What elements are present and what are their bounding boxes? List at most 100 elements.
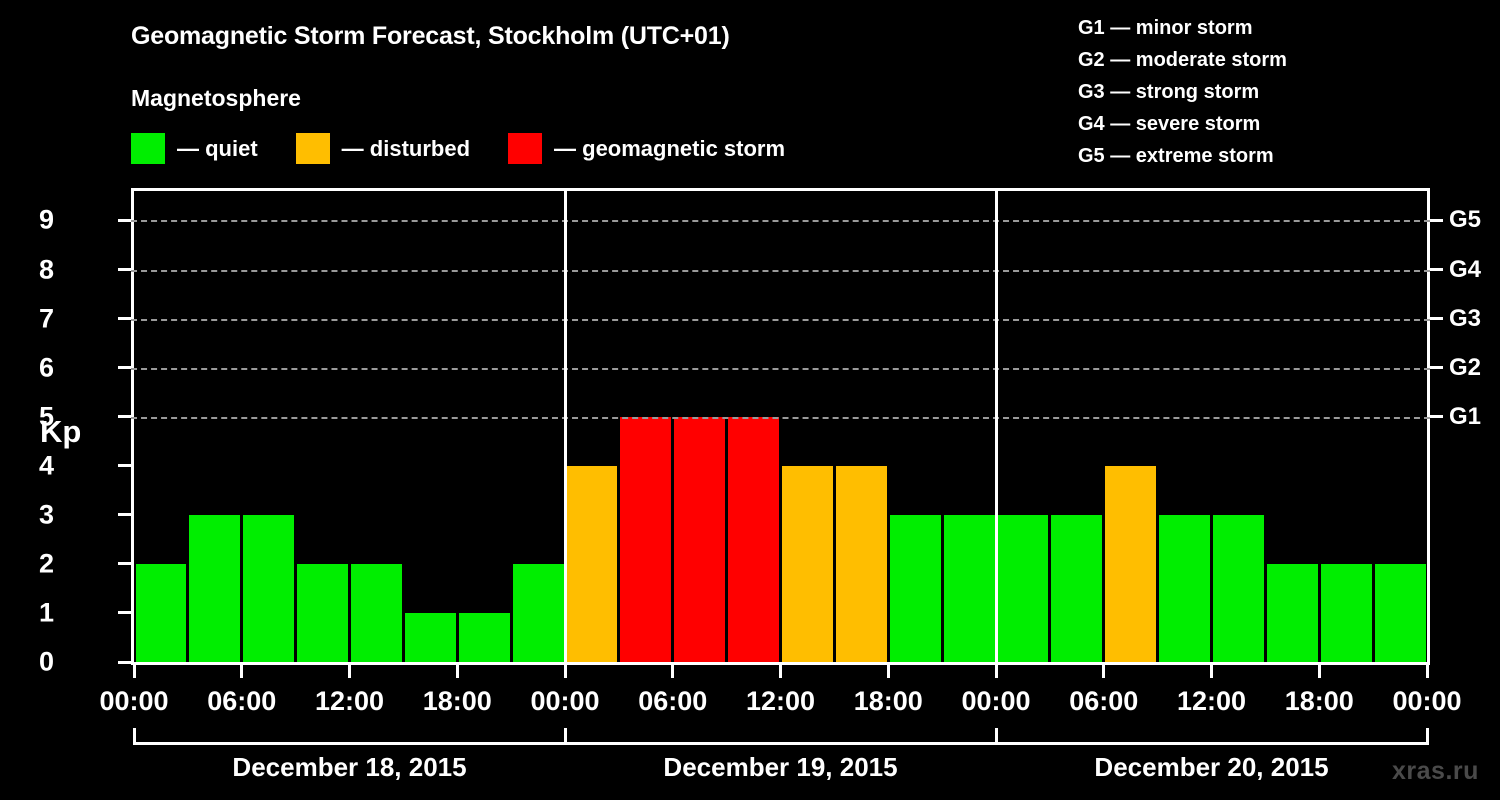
x-tick-label-8: 00:00 xyxy=(961,686,1031,716)
bar-19[interactable] xyxy=(1159,514,1210,662)
date-rail-cap-0 xyxy=(132,728,136,745)
y-tick-6 xyxy=(118,366,131,370)
g-scale-row-g1: G1 — minor storm xyxy=(1078,17,1253,39)
y-tick-8 xyxy=(118,268,131,271)
y-tick-label-1: 1 xyxy=(38,597,54,628)
bar-2[interactable] xyxy=(243,514,295,662)
bar-14[interactable] xyxy=(889,514,941,662)
x-tick-label-2: 12:00 xyxy=(314,686,385,716)
plot-area xyxy=(131,188,1430,665)
bar-5[interactable] xyxy=(404,612,456,662)
y-tick-7 xyxy=(118,317,131,321)
y-tick-5 xyxy=(118,415,131,419)
right-tick-label-G4: G4 xyxy=(1449,255,1482,283)
x-tick-label-6: 12:00 xyxy=(745,686,816,716)
y-tick-0 xyxy=(118,660,131,664)
y-tick-9 xyxy=(118,218,131,222)
gridline-kp-9 xyxy=(131,220,1430,223)
x-tick-8 xyxy=(994,665,998,678)
right-tick-G5 xyxy=(1430,218,1443,222)
x-tick-0 xyxy=(132,665,136,678)
bar-17[interactable] xyxy=(1051,514,1103,662)
bar-18[interactable] xyxy=(1105,465,1157,662)
bar-10[interactable] xyxy=(674,416,726,662)
date-label-2: December 20, 2015 xyxy=(1094,752,1329,782)
x-tick-12 xyxy=(1425,665,1429,678)
gridline-kp-7 xyxy=(131,318,1430,321)
bar-series xyxy=(131,188,1430,665)
date-rail-cap-3 xyxy=(1425,728,1429,745)
bar-11[interactable] xyxy=(728,416,779,662)
legend-swatch-disturbed xyxy=(295,133,330,164)
bar-6[interactable] xyxy=(458,612,510,662)
y-tick-2 xyxy=(118,562,131,566)
x-tick-1 xyxy=(240,665,244,678)
right-tick-label-G1: G1 xyxy=(1449,402,1482,430)
plot-frame xyxy=(131,188,1430,665)
x-tick-label-1: 06:00 xyxy=(207,686,277,716)
g-scale-row-g3: G3 — strong storm xyxy=(1078,81,1260,103)
y-tick-label-8: 8 xyxy=(38,254,54,284)
x-tick-7 xyxy=(886,665,890,678)
g-scale-row-g5: G5 — extreme storm xyxy=(1078,145,1274,167)
x-tick-9 xyxy=(1102,665,1106,678)
bar-13[interactable] xyxy=(835,465,887,662)
legend-label-quiet: — quiet xyxy=(177,135,258,161)
bar-21[interactable] xyxy=(1266,563,1318,662)
y-tick-label-3: 3 xyxy=(38,499,54,530)
day-divider-2 xyxy=(994,188,998,665)
bar-20[interactable] xyxy=(1213,514,1264,662)
bar-3[interactable] xyxy=(297,563,348,662)
y-tick-label-7: 7 xyxy=(38,303,54,334)
bar-12[interactable] xyxy=(782,465,833,662)
bar-15[interactable] xyxy=(943,514,995,662)
legend-item-geomagnetic-storm[interactable]: — geomagnetic storm xyxy=(508,133,785,164)
bar-0[interactable] xyxy=(135,563,187,662)
x-tick-4 xyxy=(563,665,567,678)
date-rail xyxy=(134,742,1427,745)
bar-16[interactable] xyxy=(997,514,1049,662)
y-tick-label-5: 5 xyxy=(38,401,54,432)
right-tick-G2 xyxy=(1430,366,1443,370)
magnetosphere-label: Magnetosphere xyxy=(131,85,301,111)
gridline-kp-8 xyxy=(131,269,1430,272)
legend-item-quiet[interactable]: — quiet xyxy=(131,133,258,164)
page-title: Geomagnetic Storm Forecast, Stockholm (U… xyxy=(131,22,730,50)
x-tick-label-0: 00:00 xyxy=(99,686,169,716)
bar-7[interactable] xyxy=(512,563,564,662)
right-tick-G3 xyxy=(1430,317,1443,321)
right-tick-G1 xyxy=(1430,415,1443,419)
bar-23[interactable] xyxy=(1374,563,1426,662)
date-rail-cap-1 xyxy=(563,728,567,745)
bar-1[interactable] xyxy=(189,514,241,662)
right-tick-label-G3: G3 xyxy=(1449,304,1482,332)
x-tick-label-10: 12:00 xyxy=(1176,686,1247,716)
bar-8[interactable] xyxy=(566,465,618,662)
date-label-0: December 18, 2015 xyxy=(232,752,467,782)
bar-9[interactable] xyxy=(620,416,672,662)
bar-4[interactable] xyxy=(351,563,402,662)
right-tick-G4 xyxy=(1430,268,1443,271)
right-tick-label-G5: G5 xyxy=(1449,206,1482,234)
x-tick-label-9: 06:00 xyxy=(1069,686,1139,716)
x-tick-label-7: 18:00 xyxy=(853,686,923,716)
watermark: xras.ru xyxy=(1392,757,1479,785)
x-tick-10 xyxy=(1210,665,1213,678)
x-tick-label-5: 06:00 xyxy=(638,686,708,716)
y-tick-label-0: 0 xyxy=(38,646,54,677)
legend-item-disturbed[interactable]: — disturbed xyxy=(295,133,470,164)
right-tick-label-G2: G2 xyxy=(1449,353,1482,381)
x-tick-3 xyxy=(455,665,459,678)
legend-label-geomagnetic-storm: — geomagnetic storm xyxy=(554,135,786,161)
bar-22[interactable] xyxy=(1320,563,1372,662)
x-tick-label-3: 18:00 xyxy=(422,686,492,716)
g-scale-row-g2: G2 — moderate storm xyxy=(1078,49,1287,71)
y-tick-label-6: 6 xyxy=(38,352,54,383)
x-tick-label-11: 18:00 xyxy=(1284,686,1354,716)
x-tick-5 xyxy=(671,665,675,678)
x-tick-label-12: 00:00 xyxy=(1392,686,1462,716)
date-label-1: December 19, 2015 xyxy=(663,752,898,782)
y-axis-title: Kp xyxy=(40,414,82,449)
legend-swatch-geomagnetic-storm xyxy=(508,133,543,164)
y-tick-1 xyxy=(118,611,131,615)
